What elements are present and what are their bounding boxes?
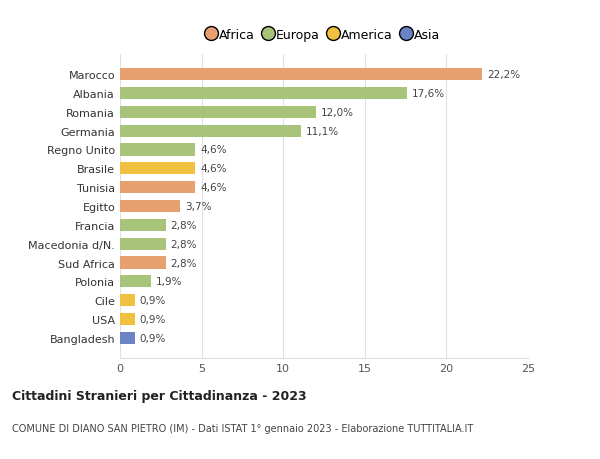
Bar: [120, 125, 301, 137]
Text: 12,0%: 12,0%: [321, 107, 354, 118]
Bar: [120, 219, 166, 231]
Text: 11,1%: 11,1%: [306, 126, 339, 136]
Bar: [120, 88, 407, 100]
Text: 17,6%: 17,6%: [412, 89, 445, 99]
Text: 0,9%: 0,9%: [140, 296, 166, 306]
Text: 4,6%: 4,6%: [200, 145, 226, 155]
Bar: [120, 332, 134, 344]
Bar: [120, 294, 134, 307]
Bar: [120, 201, 181, 213]
Text: 0,9%: 0,9%: [140, 333, 166, 343]
Bar: [120, 238, 166, 250]
Bar: [120, 144, 195, 156]
Text: 4,6%: 4,6%: [200, 183, 226, 193]
Legend: Africa, Europa, America, Asia: Africa, Europa, America, Asia: [204, 25, 444, 45]
Text: 3,7%: 3,7%: [185, 202, 212, 212]
Text: 2,8%: 2,8%: [170, 258, 197, 268]
Text: 0,9%: 0,9%: [140, 314, 166, 325]
Bar: [120, 163, 195, 175]
Text: 2,8%: 2,8%: [170, 220, 197, 230]
Bar: [120, 257, 166, 269]
Text: 22,2%: 22,2%: [487, 70, 520, 80]
Bar: [120, 182, 195, 194]
Bar: [120, 69, 482, 81]
Bar: [120, 106, 316, 119]
Text: Cittadini Stranieri per Cittadinanza - 2023: Cittadini Stranieri per Cittadinanza - 2…: [12, 389, 307, 403]
Text: 2,8%: 2,8%: [170, 239, 197, 249]
Bar: [120, 313, 134, 325]
Bar: [120, 276, 151, 288]
Text: 4,6%: 4,6%: [200, 164, 226, 174]
Text: COMUNE DI DIANO SAN PIETRO (IM) - Dati ISTAT 1° gennaio 2023 - Elaborazione TUTT: COMUNE DI DIANO SAN PIETRO (IM) - Dati I…: [12, 424, 473, 433]
Text: 1,9%: 1,9%: [156, 277, 182, 287]
